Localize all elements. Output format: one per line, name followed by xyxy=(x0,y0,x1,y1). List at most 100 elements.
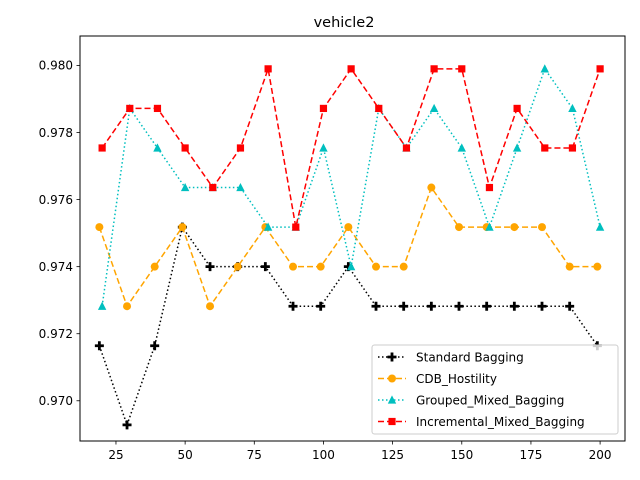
x-axis: 25 50 75 100 125 150 175 200 xyxy=(108,441,612,462)
data-point xyxy=(541,144,549,152)
legend-marker xyxy=(387,395,397,404)
data-point xyxy=(371,301,381,311)
data-point xyxy=(288,301,298,311)
series-4 xyxy=(98,65,604,231)
data-point xyxy=(458,65,466,73)
data-point xyxy=(319,104,328,113)
y-tick-label: 0.976 xyxy=(39,193,73,207)
data-point xyxy=(510,223,519,232)
data-point xyxy=(181,144,189,152)
x-tick-label: 25 xyxy=(108,448,123,462)
data-point xyxy=(426,301,436,311)
data-point xyxy=(509,301,519,311)
data-point xyxy=(206,302,215,311)
x-tick-label: 75 xyxy=(247,448,262,462)
data-point xyxy=(98,144,106,152)
data-point xyxy=(178,223,187,232)
data-point xyxy=(565,301,575,311)
data-point xyxy=(565,262,574,271)
data-point xyxy=(260,262,270,272)
data-point xyxy=(372,262,381,271)
data-point xyxy=(236,182,245,192)
data-point xyxy=(595,222,605,231)
series-2 xyxy=(95,183,602,311)
legend-box xyxy=(371,344,619,435)
x-tick-label: 175 xyxy=(519,448,542,462)
data-point xyxy=(319,143,328,152)
legend-marker xyxy=(388,374,396,383)
legend-label: Standard Bagging xyxy=(416,350,524,364)
data-point xyxy=(95,223,104,232)
legend-label: Grouped_Mixed_Bagging xyxy=(416,393,564,407)
data-point xyxy=(122,420,132,430)
data-point xyxy=(316,301,326,311)
data-point xyxy=(292,223,300,231)
data-point xyxy=(593,262,602,271)
data-point xyxy=(150,341,160,351)
legend-item: Incremental_Mixed_Bagging xyxy=(378,415,585,429)
y-tick-label: 0.980 xyxy=(39,59,73,73)
legend-item: Standard Bagging xyxy=(378,350,524,364)
data-point xyxy=(343,262,353,272)
data-point xyxy=(427,183,436,192)
data-point xyxy=(347,65,355,73)
y-tick-label: 0.978 xyxy=(39,126,73,140)
data-point xyxy=(346,262,356,271)
legend-label: CDB_Hostility xyxy=(416,372,497,386)
data-point xyxy=(402,144,411,152)
y-tick-label: 0.970 xyxy=(39,394,73,408)
data-point xyxy=(537,301,547,311)
x-tick-label: 150 xyxy=(450,448,473,462)
data-point xyxy=(540,64,549,73)
data-point xyxy=(264,65,272,73)
data-point xyxy=(233,262,242,271)
data-point xyxy=(236,144,245,152)
data-point xyxy=(485,222,494,231)
plot-frame xyxy=(79,35,626,442)
legend: Standard Bagging CDB_Hostility Grouped_Mix… xyxy=(371,344,619,435)
legend-item: Grouped_Mixed_Bagging xyxy=(378,393,564,407)
data-point xyxy=(482,301,492,311)
data-point xyxy=(568,103,577,113)
y-tick-label: 0.972 xyxy=(39,327,73,341)
y-axis: 0.970 0.972 0.974 0.976 0.978 0.980 xyxy=(39,59,80,408)
legend-marker xyxy=(388,417,396,426)
y-tick-label: 0.974 xyxy=(39,260,73,274)
x-tick-label: 100 xyxy=(312,448,335,462)
data-point xyxy=(429,103,439,113)
data-point xyxy=(150,262,159,271)
data-point xyxy=(512,143,522,152)
data-point xyxy=(126,104,134,113)
data-point xyxy=(399,301,409,311)
data-point xyxy=(97,301,107,310)
legend-label: Incremental_Mixed_Bagging xyxy=(416,415,585,429)
data-point xyxy=(513,104,521,113)
data-point xyxy=(289,262,298,271)
data-point xyxy=(209,183,217,192)
data-point xyxy=(430,65,438,73)
data-point xyxy=(596,65,604,73)
data-point xyxy=(457,143,466,152)
data-point xyxy=(399,262,408,271)
data-point xyxy=(94,341,104,351)
series-layer xyxy=(94,64,605,430)
data-point xyxy=(454,301,464,311)
data-point xyxy=(568,144,577,152)
data-point xyxy=(263,222,273,231)
data-point xyxy=(205,262,215,272)
data-point xyxy=(316,262,325,271)
data-point xyxy=(344,223,353,232)
data-point xyxy=(123,302,132,311)
x-tick-label: 200 xyxy=(589,448,612,462)
x-tick-label: 50 xyxy=(177,448,192,462)
data-point xyxy=(455,223,464,232)
x-tick-label: 125 xyxy=(381,448,404,462)
data-point xyxy=(538,223,547,232)
data-point xyxy=(180,182,190,192)
data-point xyxy=(153,143,162,152)
data-point xyxy=(485,183,494,192)
data-point xyxy=(375,104,383,113)
data-point xyxy=(153,104,162,113)
chart-title: vehicle2 xyxy=(314,15,375,31)
